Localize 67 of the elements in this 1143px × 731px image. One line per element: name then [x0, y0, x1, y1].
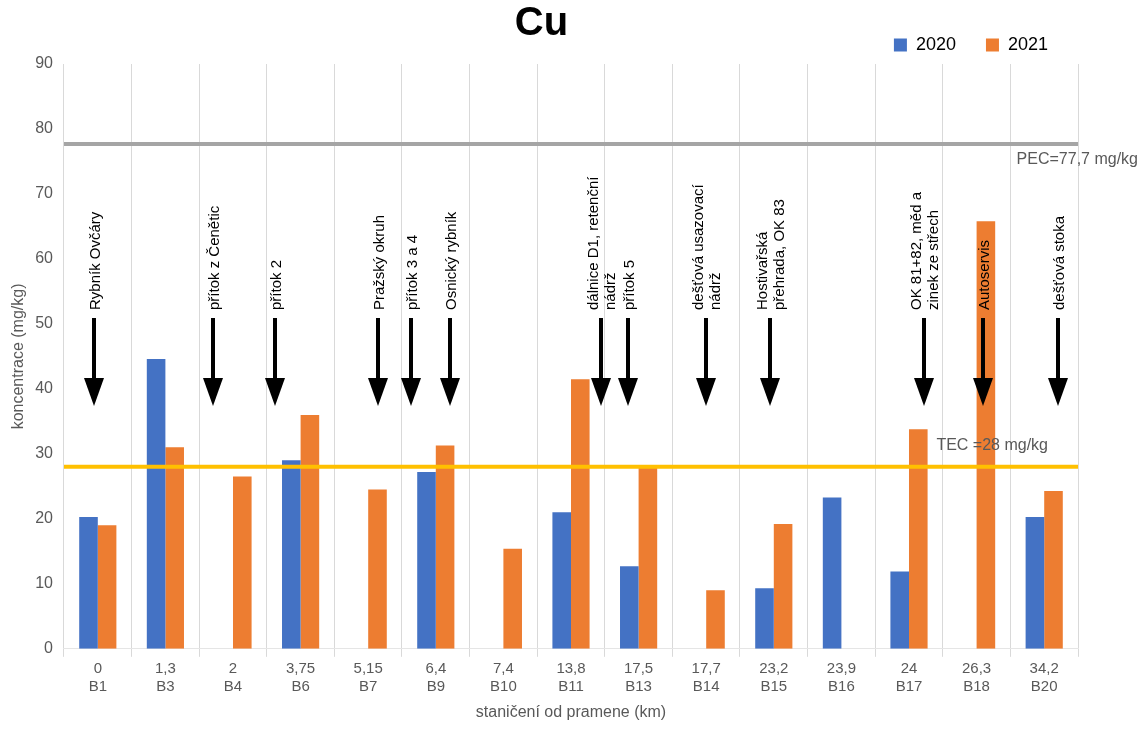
x-tick-label: 2 B4: [223, 658, 243, 694]
bar: [282, 460, 301, 649]
bar: [1044, 490, 1063, 649]
bar: [435, 445, 455, 649]
y-tick-label: 80: [35, 119, 54, 137]
annotation: přítok 2: [266, 259, 284, 310]
annotation: OK 81+82, měd a zinek ze střech: [906, 192, 941, 310]
x-tick-label: 26,3 B18: [962, 658, 992, 694]
annotation: Rybník Ovčáry: [85, 211, 103, 310]
bar: [773, 524, 793, 649]
x-tick-label: 5,15 B7: [353, 658, 383, 694]
annotation: přítok 3 a 4: [402, 234, 420, 310]
bar: [300, 414, 320, 649]
bar: [503, 548, 522, 649]
bar: [909, 429, 928, 649]
y-tick-label: 20: [35, 509, 54, 527]
bar: [79, 516, 98, 649]
annotation: dešťová stoka: [1049, 215, 1067, 310]
x-tick-label: 3,75 B6: [286, 658, 316, 694]
annotation: přítok z Čenětic: [204, 205, 222, 310]
bar: [755, 588, 774, 649]
ref-line-label: PEC=77,7 mg/kg: [1016, 150, 1138, 168]
bar: [165, 447, 184, 649]
x-tick-label: 17,7 B14: [691, 658, 721, 694]
y-tick-label: 40: [35, 379, 54, 397]
x-tick-label: 17,5 B13: [624, 658, 654, 694]
annotation: Autoservis: [974, 239, 992, 310]
y-tick-label: 50: [35, 314, 54, 332]
bar: [368, 489, 387, 649]
bar: [822, 497, 842, 649]
annotation: dešťová usazovací nádrž: [689, 184, 724, 310]
bar: [146, 359, 166, 649]
bar: [97, 525, 117, 649]
y-tick-label: 60: [35, 249, 54, 267]
chart-title: Cu: [514, 0, 569, 44]
bar: [552, 512, 571, 649]
x-tick-label: 24 B17: [895, 658, 923, 694]
x-tick-label: 7,4 B10: [490, 658, 517, 694]
bar: [233, 476, 252, 649]
bar: [638, 466, 658, 649]
bar: [1025, 516, 1045, 649]
annotation: přítok 5: [619, 259, 637, 310]
annotation: Pražský okruh: [369, 214, 387, 310]
bar: [620, 566, 639, 649]
y-tick-label: 90: [35, 54, 54, 72]
annotation: Osnický rybník: [441, 211, 459, 310]
x-tick-label: 0 B1: [88, 658, 107, 694]
y-tick-label: 70: [35, 184, 54, 202]
x-tick-label: 13,8 B11: [556, 658, 586, 694]
y-tick-label: 10: [35, 574, 54, 592]
bar: [706, 590, 725, 649]
bar: [571, 379, 590, 649]
annotation: dálnice D1, retenční nádrž: [583, 176, 618, 310]
x-tick-label: 6,4 B9: [425, 658, 447, 694]
y-axis-title: koncentrace (mg/kg): [9, 283, 27, 430]
x-axis-title: staničení od pramene (km): [475, 702, 667, 720]
legend-label: 2021: [1007, 33, 1048, 54]
x-tick-label: 23,9 B16: [826, 658, 856, 694]
bar: [890, 571, 909, 649]
y-tick-label: 0: [44, 639, 54, 657]
legend-label: 2020: [915, 33, 956, 54]
bar: [417, 472, 436, 649]
x-tick-label: 34,2 B20: [1029, 658, 1059, 694]
y-tick-label: 30: [35, 444, 54, 462]
annotation: Hostivařská přehrada, OK 83: [752, 199, 787, 310]
x-tick-label: 1,3 B3: [154, 658, 176, 694]
x-tick-label: 23,2 B15: [759, 658, 789, 694]
